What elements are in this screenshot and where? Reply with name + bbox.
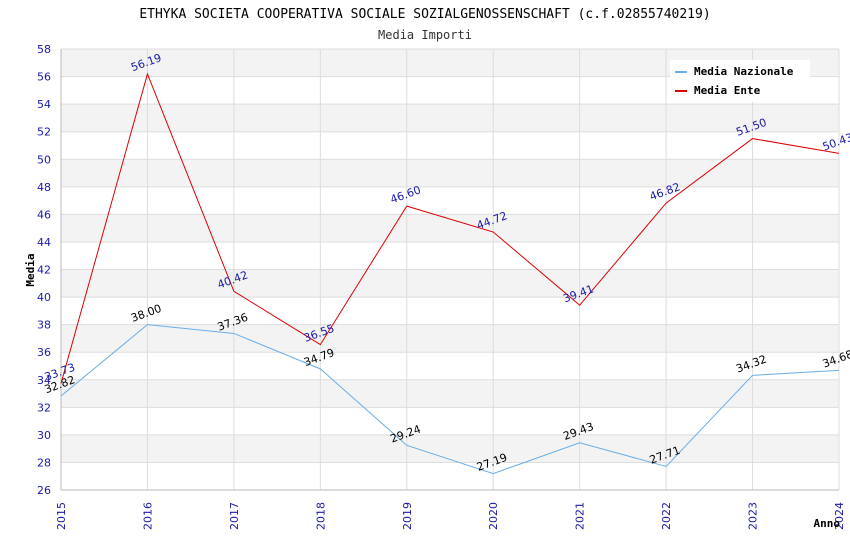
x-tick-label: 2022: [660, 502, 673, 530]
legend-box: [670, 60, 810, 102]
y-tick-label: 42: [37, 264, 51, 277]
x-axis-ticks: 2015 2016 2017 2018 2019 2020 2021 2022 2023 2024: [55, 502, 846, 530]
legend-entry-media-ente: Media Ente: [694, 84, 761, 97]
grid-band: [61, 434, 839, 463]
y-tick-label: 54: [37, 98, 51, 111]
data-label: 34.32: [734, 353, 768, 376]
x-tick-label: 2016: [141, 502, 154, 530]
grid-band: [61, 379, 839, 408]
x-tick-label: 2015: [55, 502, 68, 530]
grid-band: [61, 214, 839, 242]
y-tick-label: 58: [37, 43, 51, 56]
y-tick-label: 28: [37, 456, 51, 469]
y-axis-label: Media: [24, 253, 37, 286]
y-tick-label: 52: [37, 126, 51, 139]
y-tick-label: 46: [37, 208, 51, 221]
x-tick-label: 2023: [747, 502, 760, 530]
series-line-media-nazionale: [60, 324, 840, 475]
data-label: 38.00: [129, 302, 163, 325]
x-tick-label: 2024: [833, 502, 846, 530]
x-tick-label: 2018: [314, 502, 327, 530]
y-tick-label: 50: [37, 153, 51, 166]
y-tick-label: 34: [37, 374, 51, 387]
grid-band: [61, 104, 839, 132]
y-tick-label: 36: [37, 346, 51, 359]
x-tick-label: 2017: [228, 502, 241, 530]
y-tick-label: 30: [37, 429, 51, 442]
y-axis-ticks: 26 28 30 32 34 36 38 40 42 44 46 48 50 52 54 56 58: [37, 43, 51, 497]
x-tick-label: 2019: [401, 502, 414, 530]
x-tick-label: 2021: [574, 502, 587, 530]
y-tick-label: 26: [37, 484, 51, 497]
y-tick-label: 44: [37, 236, 51, 249]
series-line-media-ente: [60, 72, 840, 384]
x-axis-label: Anno: [814, 517, 841, 530]
y-tick-label: 56: [37, 71, 51, 84]
grid-band: [61, 159, 839, 187]
grid: [60, 48, 840, 491]
y-tick-label: 48: [37, 181, 51, 194]
legend: Media Nazionale Media Ente: [670, 60, 810, 102]
y-tick-label: 40: [37, 291, 51, 304]
y-tick-label: 32: [37, 401, 51, 414]
y-tick-label: 38: [37, 319, 51, 332]
grid-band: [61, 324, 839, 353]
x-tick-label: 2020: [487, 502, 500, 530]
grid-band: [61, 269, 839, 298]
data-label: 50.43: [821, 131, 850, 154]
legend-entry-media-nazionale: Media Nazionale: [694, 65, 794, 78]
chart-subtitle: Media Importi: [378, 28, 472, 42]
chart-title: ETHYKA SOCIETA COOPERATIVA SOCIALE SOZIA…: [139, 7, 710, 22]
